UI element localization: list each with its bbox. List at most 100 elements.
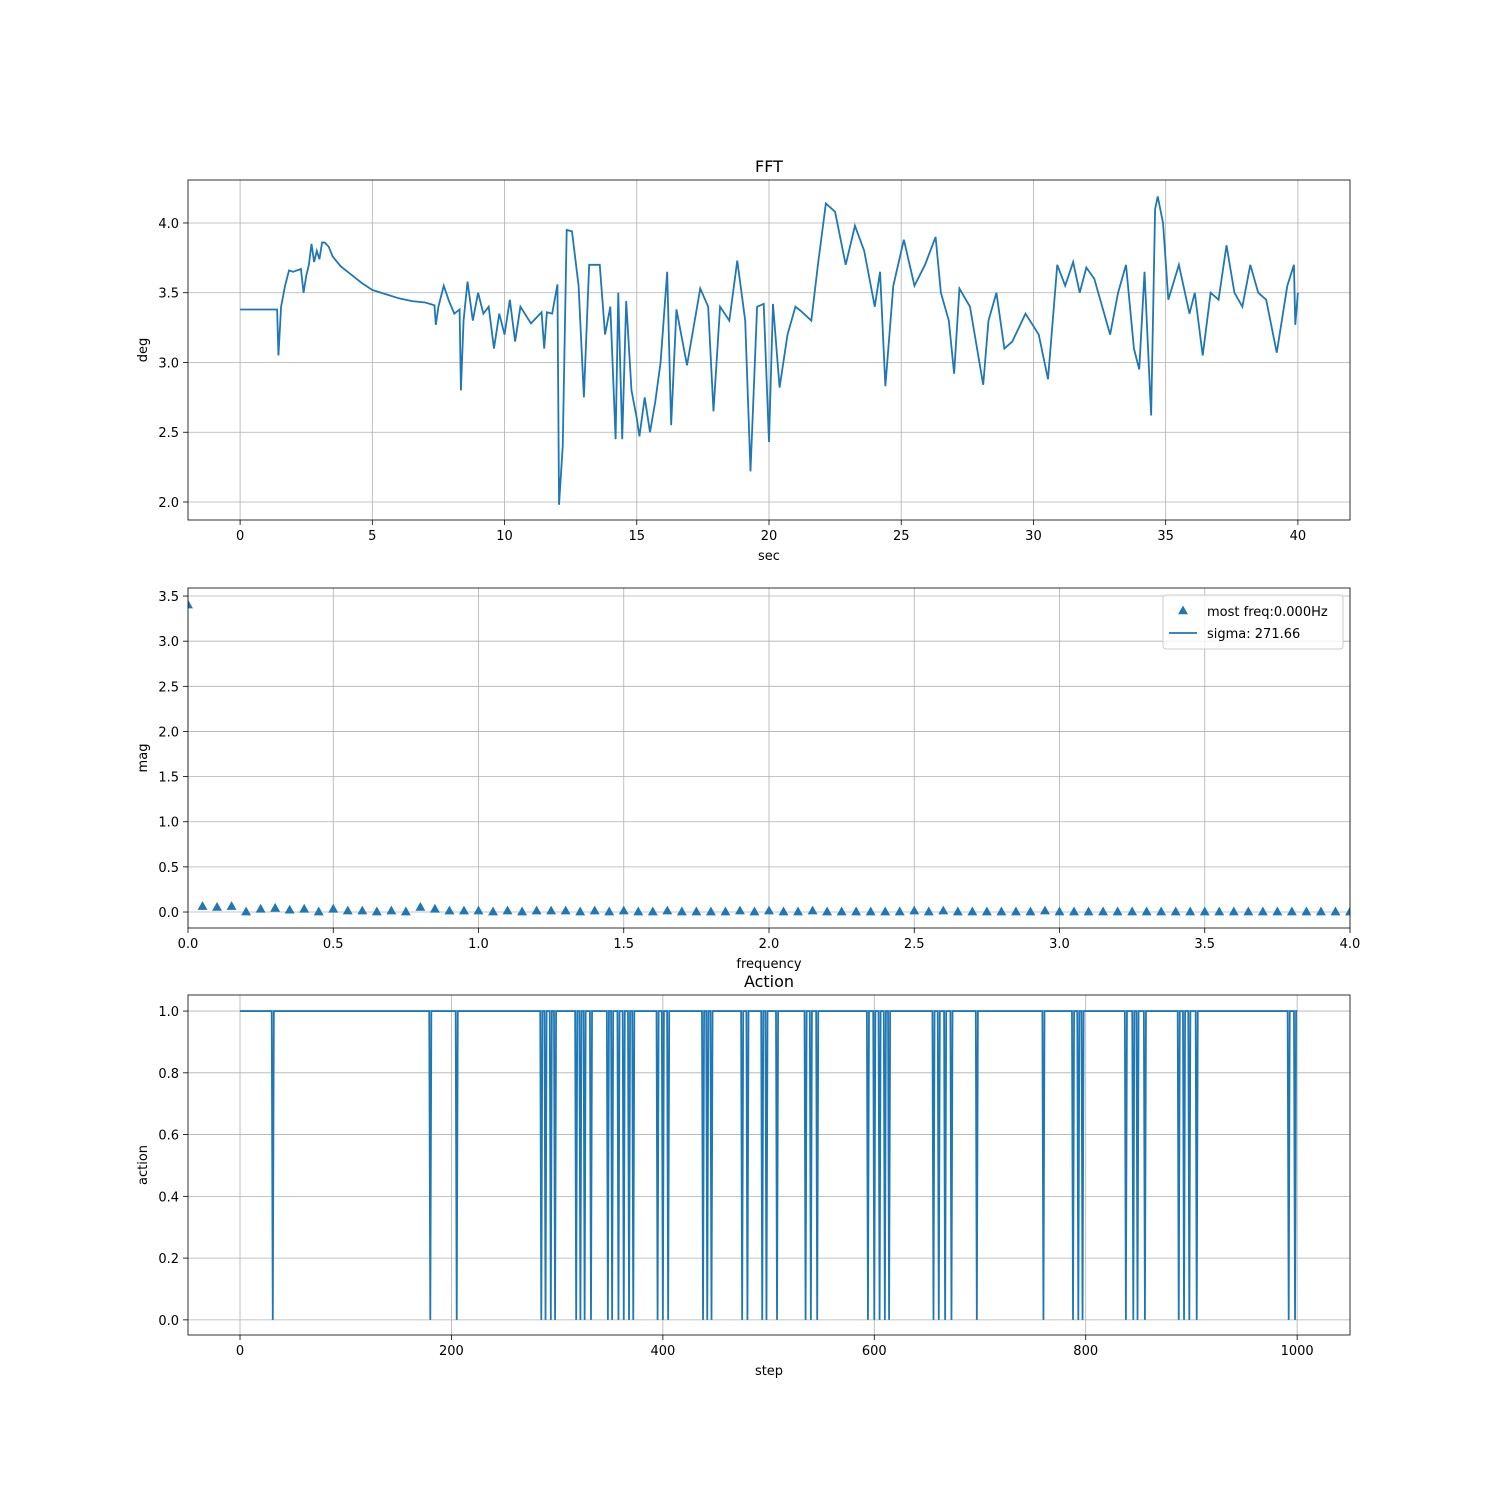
x-tick-label: 1.5 [613, 937, 634, 952]
data-point [1301, 906, 1312, 916]
plot-area [240, 1010, 1298, 1320]
data-point [807, 905, 818, 915]
data-point [444, 905, 455, 915]
x-tick-label: 1.0 [468, 937, 489, 952]
data-point [633, 906, 644, 916]
data-point [749, 906, 760, 916]
y-tick-label: 3.5 [158, 287, 179, 302]
data-point [1040, 905, 1050, 915]
x-tick-label: 600 [862, 1344, 887, 1359]
data-point [1243, 906, 1254, 916]
data-point [865, 906, 876, 916]
data-point [284, 904, 295, 914]
x-tick-label: 25 [893, 529, 910, 544]
x-tick-label: 800 [1073, 1344, 1098, 1359]
x-tick-label: 3.0 [1049, 937, 1070, 952]
x-axis-label: sec [758, 549, 780, 564]
data-point [938, 905, 949, 915]
data-point [241, 906, 252, 916]
data-point [764, 905, 774, 915]
x-tick-label: 5 [368, 529, 376, 544]
x-tick-label: 1000 [1281, 1344, 1314, 1359]
data-point [705, 906, 716, 916]
x-tick-label: 15 [629, 529, 646, 544]
y-tick-label: 0.2 [158, 1252, 179, 1267]
x-tick-label: 2.0 [759, 937, 780, 952]
data-point [967, 906, 978, 916]
data-point [952, 906, 963, 916]
data-point [981, 906, 992, 916]
chart-title: FFT [755, 157, 783, 176]
data-point [357, 905, 368, 915]
data-point [270, 902, 281, 912]
axes-frame [187, 587, 1351, 929]
data-point [400, 906, 411, 916]
data-point [1141, 906, 1152, 916]
data-point [313, 906, 324, 916]
data-point [1098, 906, 1109, 916]
data-point [517, 906, 528, 916]
data-point [1214, 906, 1225, 916]
data-point [188, 599, 193, 609]
data-point [1127, 906, 1138, 916]
data-point [1069, 906, 1079, 916]
legend-label: most freq:0.000Hz [1207, 605, 1328, 620]
x-tick-label: 30 [1025, 529, 1042, 544]
y-tick-label: 2.5 [158, 680, 179, 695]
y-tick-label: 3.0 [158, 356, 179, 371]
data-point [604, 906, 615, 916]
data-point [1170, 906, 1181, 916]
data-point [1054, 906, 1065, 916]
data-point [429, 903, 440, 913]
data-point [996, 906, 1007, 916]
data-point [778, 906, 789, 916]
data-point [793, 906, 803, 916]
legend: most freq:0.000Hz sigma: 271.66 [1162, 594, 1344, 650]
x-tick-label: 4.0 [1340, 937, 1361, 952]
data-point [488, 906, 498, 916]
y-tick-label: 3.5 [158, 590, 179, 605]
data-line [240, 196, 1299, 505]
data-point [720, 906, 731, 916]
data-point [546, 905, 557, 915]
data-point [1257, 906, 1268, 916]
y-tick-label: 0.0 [158, 906, 179, 921]
data-point [473, 905, 484, 915]
data-point [1330, 906, 1341, 916]
x-axis-label: frequency [736, 957, 802, 972]
data-point [1272, 906, 1283, 916]
x-tick-label: 0.0 [178, 937, 199, 952]
axes-frame [187, 179, 1351, 521]
data-point [531, 905, 542, 915]
data-point [676, 906, 687, 916]
y-tick-label: 4.0 [158, 217, 179, 232]
data-point [1286, 906, 1297, 916]
data-point [1185, 906, 1196, 916]
data-point [1345, 906, 1350, 916]
y-tick-label: 2.5 [158, 426, 179, 441]
data-point [1156, 906, 1167, 916]
data-point [836, 906, 847, 916]
y-tick-label: 2.0 [158, 725, 179, 740]
plot-area [188, 599, 1350, 916]
data-point [1025, 906, 1036, 916]
x-tick-label: 3.5 [1194, 937, 1215, 952]
y-tick-label: 0.5 [158, 861, 179, 876]
y-tick-label: 1.5 [158, 771, 179, 786]
data-point [1010, 906, 1021, 916]
legend-swatch [1178, 605, 1188, 615]
data-point [691, 906, 702, 916]
x-tick-label: 200 [439, 1344, 464, 1359]
data-point [1199, 906, 1210, 916]
x-tick-label: 20 [761, 529, 778, 544]
y-tick-label: 0.6 [158, 1129, 179, 1144]
legend-label: sigma: 271.66 [1207, 627, 1300, 642]
data-point [560, 905, 571, 915]
x-tick-label: 2.5 [904, 937, 925, 952]
data-point [197, 901, 208, 910]
data-point [618, 905, 629, 915]
data-point [1112, 906, 1123, 916]
data-point [1316, 906, 1326, 916]
data-point [371, 906, 382, 916]
